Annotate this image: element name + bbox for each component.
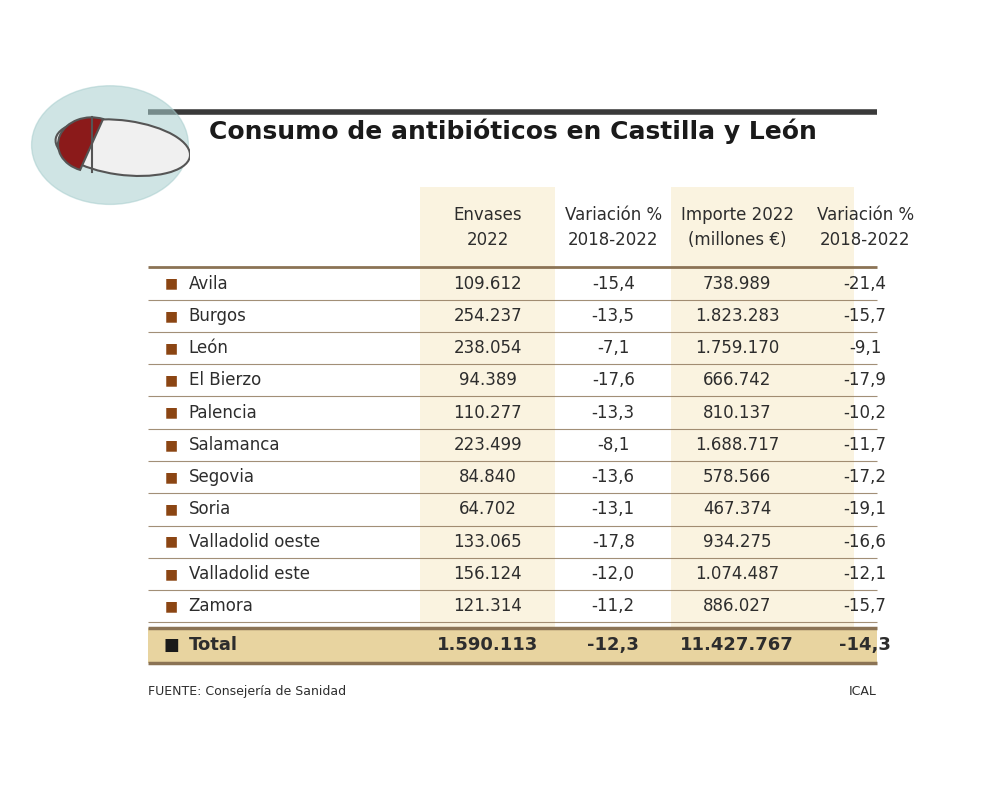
Bar [148, 628, 877, 663]
Text: 1.759.170: 1.759.170 [695, 339, 779, 357]
Text: 238.054: 238.054 [453, 339, 522, 357]
Text: Variación %
2018-2022: Variación % 2018-2022 [565, 206, 662, 248]
Text: -13,6: -13,6 [592, 468, 635, 486]
Text: -15,7: -15,7 [844, 307, 887, 325]
Text: 94.389: 94.389 [459, 372, 517, 389]
Text: ■: ■ [165, 276, 178, 290]
Text: 578.566: 578.566 [703, 468, 771, 486]
Text: -13,3: -13,3 [592, 404, 635, 422]
Text: -17,9: -17,9 [844, 372, 887, 389]
Text: -12,3: -12,3 [587, 637, 639, 654]
Text: 1.688.717: 1.688.717 [695, 436, 779, 454]
Text: Zamora: Zamora [189, 597, 253, 615]
Text: 666.742: 666.742 [703, 372, 771, 389]
Text: 738.989: 738.989 [703, 275, 771, 293]
Text: 156.124: 156.124 [453, 565, 522, 583]
Text: ■: ■ [165, 438, 178, 452]
Text: 84.840: 84.840 [459, 468, 517, 486]
Text: 934.275: 934.275 [703, 533, 772, 550]
Text: -15,7: -15,7 [844, 597, 887, 615]
Text: 810.137: 810.137 [703, 404, 772, 422]
Text: ■: ■ [165, 502, 178, 517]
Text: -12,0: -12,0 [592, 565, 635, 583]
Text: ■: ■ [165, 534, 178, 549]
Text: -21,4: -21,4 [844, 275, 887, 293]
Text: ■: ■ [165, 470, 178, 484]
Text: 110.277: 110.277 [453, 404, 522, 422]
Text: ■: ■ [165, 599, 178, 613]
Text: -17,2: -17,2 [844, 468, 887, 486]
Text: ■: ■ [165, 309, 178, 322]
Text: -9,1: -9,1 [849, 339, 881, 357]
Text: -7,1: -7,1 [597, 339, 629, 357]
Text: 109.612: 109.612 [453, 275, 522, 293]
Text: 467.374: 467.374 [703, 501, 771, 518]
Text: León: León [189, 339, 228, 357]
Text: ICAL: ICAL [849, 685, 877, 698]
Text: 886.027: 886.027 [703, 597, 771, 615]
Text: 254.237: 254.237 [453, 307, 522, 325]
Text: -17,8: -17,8 [592, 533, 635, 550]
Text: 1.590.113: 1.590.113 [437, 637, 538, 654]
Text: Segovia: Segovia [189, 468, 255, 486]
Text: -16,6: -16,6 [844, 533, 887, 550]
Text: -12,1: -12,1 [844, 565, 887, 583]
Text: Importe 2022
(millones €): Importe 2022 (millones €) [681, 206, 794, 248]
Text: -8,1: -8,1 [597, 436, 629, 454]
Text: Avila: Avila [189, 275, 228, 293]
Ellipse shape [56, 119, 190, 176]
Text: ■: ■ [164, 637, 179, 654]
Text: Envases
2022: Envases 2022 [453, 206, 522, 248]
Text: Salamanca: Salamanca [189, 436, 280, 454]
Text: Variación %
2018-2022: Variación % 2018-2022 [817, 206, 914, 248]
Text: 133.065: 133.065 [453, 533, 522, 550]
Text: 11.427.767: 11.427.767 [680, 637, 794, 654]
Bar [671, 187, 854, 663]
Text: -14,3: -14,3 [839, 637, 891, 654]
Text: ■: ■ [165, 567, 178, 581]
Text: 223.499: 223.499 [453, 436, 522, 454]
Text: El Bierzo: El Bierzo [189, 372, 261, 389]
Text: Consumo de antibióticos en Castilla y León: Consumo de antibióticos en Castilla y Le… [209, 118, 816, 144]
Text: Soria: Soria [189, 501, 231, 518]
Text: -10,2: -10,2 [844, 404, 887, 422]
Wedge shape [58, 118, 103, 170]
Text: Palencia: Palencia [189, 404, 257, 422]
Text: ■: ■ [165, 405, 178, 420]
Text: FUENTE: Consejería de Sanidad: FUENTE: Consejería de Sanidad [148, 685, 346, 698]
Text: 1.823.283: 1.823.283 [695, 307, 780, 325]
Text: -11,2: -11,2 [592, 597, 635, 615]
Text: -17,6: -17,6 [592, 372, 635, 389]
Text: 64.702: 64.702 [459, 501, 517, 518]
Text: Total: Total [189, 637, 238, 654]
Text: -13,1: -13,1 [592, 501, 635, 518]
Text: ■: ■ [165, 373, 178, 388]
Text: -19,1: -19,1 [844, 501, 887, 518]
Text: -13,5: -13,5 [592, 307, 635, 325]
Text: -15,4: -15,4 [592, 275, 635, 293]
Bar [420, 187, 555, 663]
Text: -11,7: -11,7 [844, 436, 887, 454]
Text: Burgos: Burgos [189, 307, 246, 325]
Text: ■: ■ [165, 341, 178, 355]
Text: 121.314: 121.314 [453, 597, 522, 615]
Text: 1.074.487: 1.074.487 [695, 565, 779, 583]
Text: Valladolid este: Valladolid este [189, 565, 310, 583]
Text: Valladolid oeste: Valladolid oeste [189, 533, 320, 550]
Ellipse shape [32, 85, 188, 205]
